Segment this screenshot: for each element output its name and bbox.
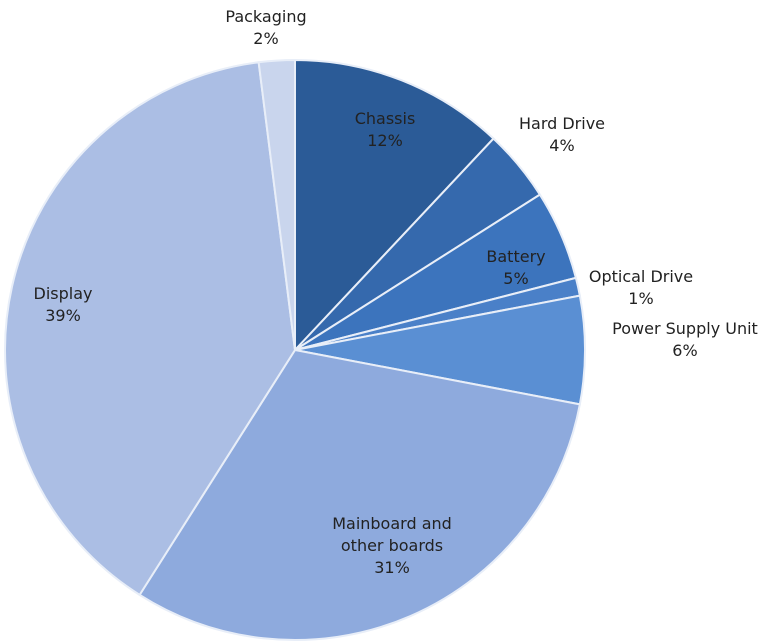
pie-slice <box>294 58 495 353</box>
category-label: Chassis <box>354 109 416 128</box>
slice-label: Battery 5% <box>466 246 566 290</box>
slice-label: Packaging 2% <box>211 6 321 50</box>
category-label: Hard Drive <box>518 114 606 133</box>
category-label: Packaging <box>225 7 307 26</box>
value-label: 2% <box>253 29 279 48</box>
slice-label: Chassis 12% <box>330 108 440 152</box>
category-label: Battery <box>486 247 546 266</box>
value-label: 6% <box>672 341 698 360</box>
slice-label: Mainboard and other boards 31% <box>312 513 472 579</box>
pie-slice <box>257 58 296 351</box>
value-label: 31% <box>374 558 410 577</box>
slice-label: Power Supply Unit 6% <box>590 318 776 362</box>
category-label: Mainboard and other boards <box>332 514 452 555</box>
slice-label: Optical Drive 1% <box>576 266 706 310</box>
slice-label: Display 39% <box>13 283 113 327</box>
value-label: 12% <box>367 131 403 150</box>
value-label: 5% <box>503 269 529 288</box>
value-label: 39% <box>45 306 81 325</box>
value-label: 1% <box>628 289 654 308</box>
value-label: 4% <box>549 136 575 155</box>
category-label: Optical Drive <box>588 267 694 286</box>
category-label: Power Supply Unit <box>612 319 758 338</box>
pie-slice <box>4 61 297 597</box>
slice-label: Hard Drive 4% <box>507 113 617 157</box>
category-label: Display <box>33 284 93 303</box>
